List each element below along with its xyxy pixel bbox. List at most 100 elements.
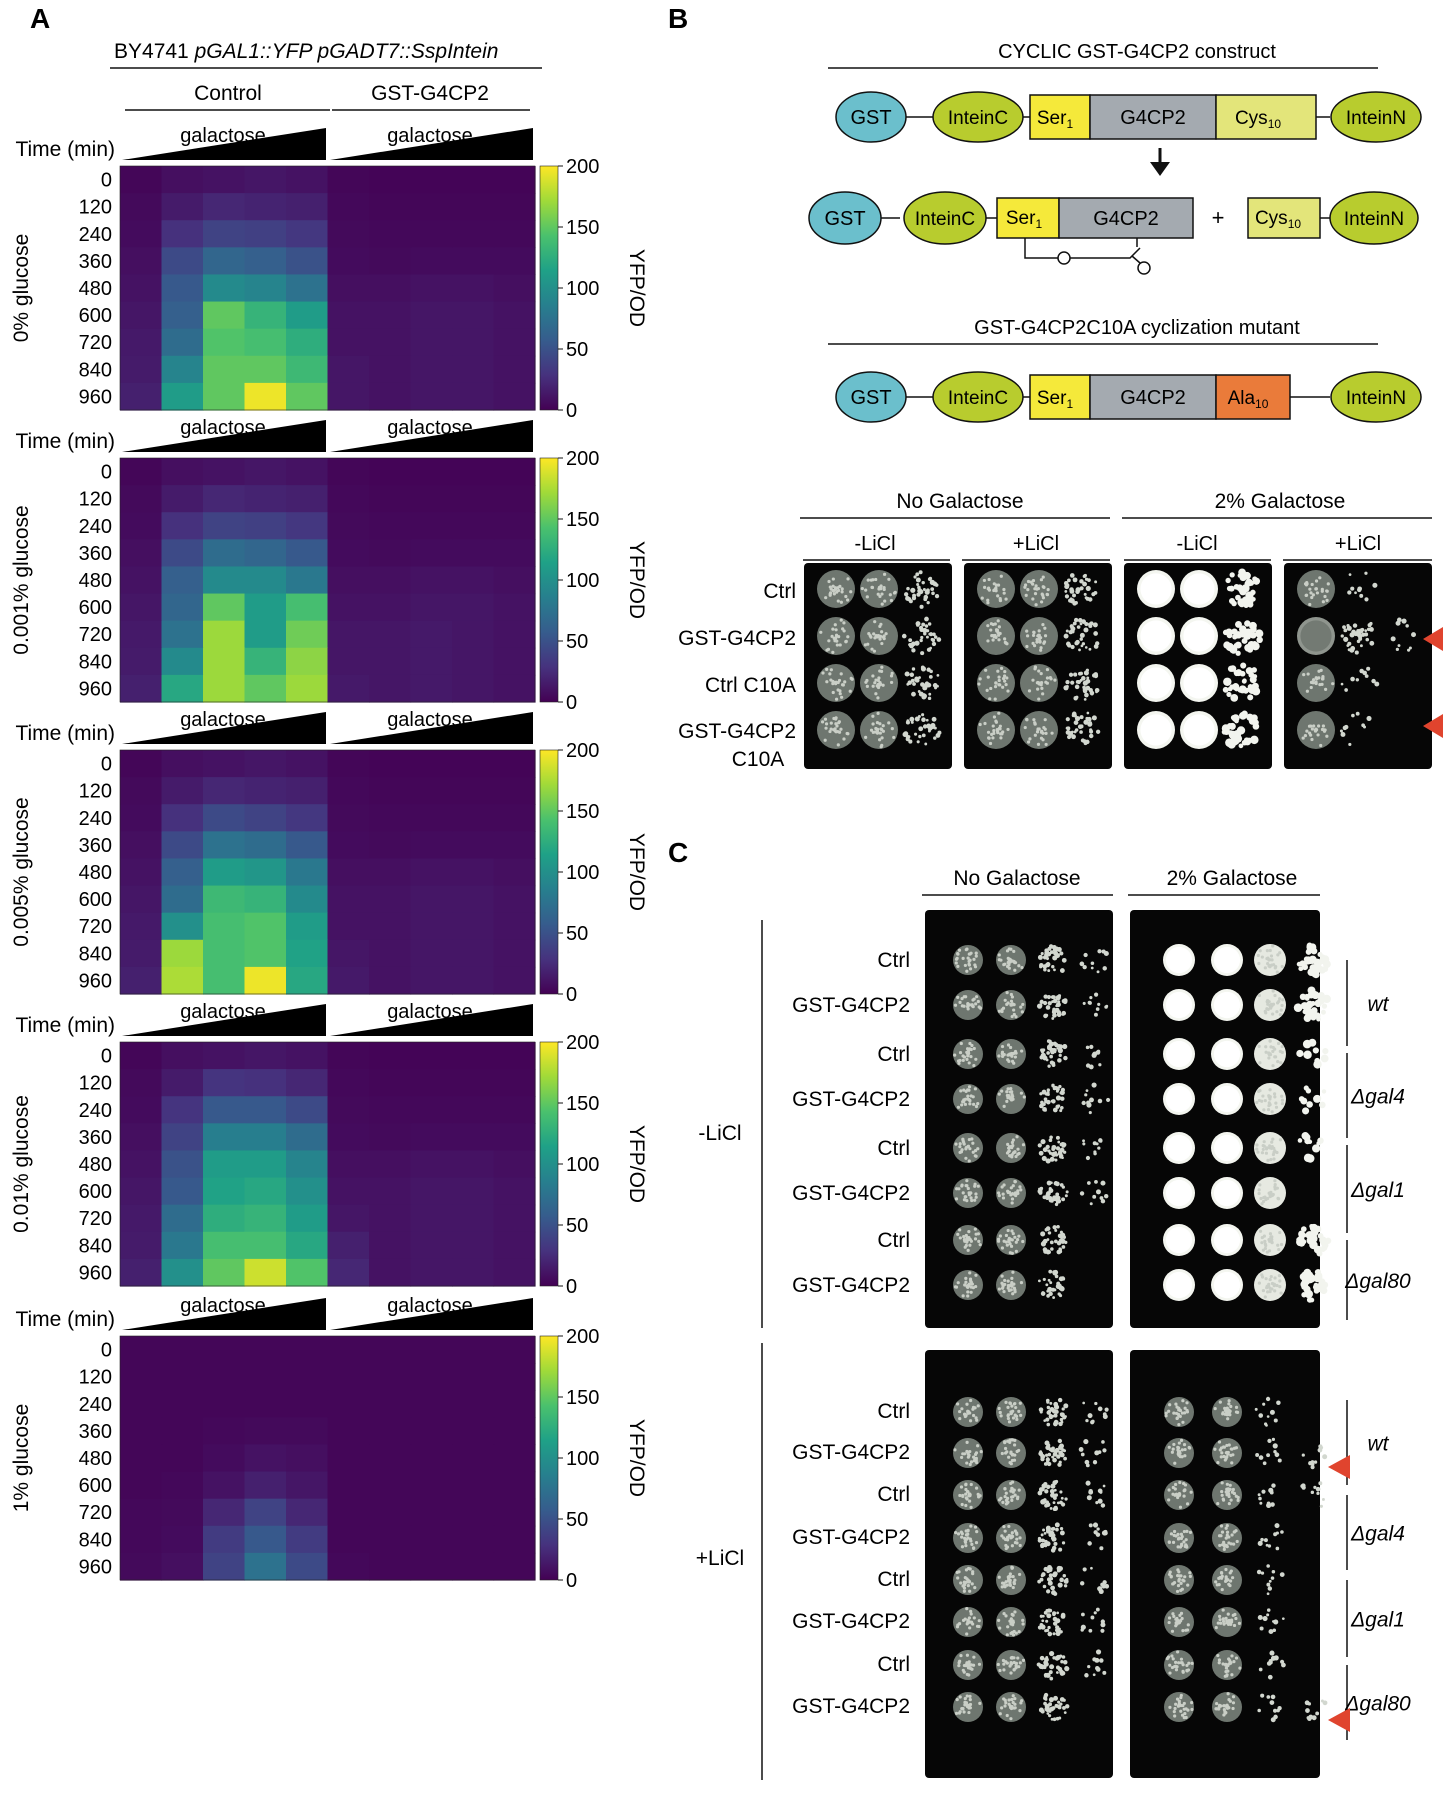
colony [904,671,910,677]
colony [1273,1182,1277,1187]
colony [873,620,877,624]
colony [1012,949,1016,953]
colony [968,1499,972,1503]
colony [869,728,874,732]
colony [1230,715,1237,721]
colony [1272,1443,1278,1449]
colony [1274,1452,1280,1458]
colony [964,1537,969,1541]
colony [1297,1138,1303,1143]
heatmap-cell [203,220,246,248]
colony [936,673,940,677]
heatmap-cell [244,247,287,276]
time-tick: 360 [79,251,112,273]
heatmap-cell [452,1231,495,1260]
colony [1086,711,1090,715]
colony [1052,1195,1057,1201]
colony [1170,1450,1174,1454]
cleavage-arrow-head [1150,162,1170,176]
colony [1269,1157,1273,1162]
colony [829,591,833,595]
colony [968,1702,973,1707]
colony [1168,1671,1172,1675]
colony [958,1145,962,1149]
colony [1100,1619,1105,1624]
colony [1190,1701,1194,1705]
colony [876,711,880,715]
colony [1183,1447,1187,1452]
colony [1226,691,1232,698]
colorbar-tick-label: 200 [566,1326,599,1348]
colorbar-tick-label: 0 [566,1276,577,1298]
colony [1079,1581,1085,1586]
colony [970,1043,974,1048]
colony [1258,1413,1264,1418]
colony [1006,1413,1010,1417]
colony [1234,1494,1238,1498]
colony [1012,1443,1017,1447]
colony [1280,1044,1284,1049]
colony [1079,1191,1085,1196]
colony [1251,682,1259,690]
time-tick: 0 [101,170,112,192]
heatmap-cell [120,858,163,887]
colony [1189,1490,1193,1494]
colony [1188,1571,1192,1575]
colony [973,1456,977,1461]
colony [998,1668,1002,1673]
heatmap-cell [493,1042,536,1070]
colony [1356,639,1361,644]
colony [1004,683,1008,687]
colony [1047,1631,1053,1637]
colony [1018,1572,1022,1577]
colony [1366,715,1372,721]
colony [1047,1231,1052,1235]
colony [1183,1712,1187,1716]
heatmap-cell [493,1498,536,1527]
colony [1268,1579,1272,1583]
heatmap-cell [203,193,246,221]
heatmap-cell [120,1231,163,1260]
colony [1061,1655,1066,1659]
colony [825,667,829,672]
heatmap-cell [120,1150,163,1179]
colony [1053,1695,1058,1701]
heatmap-cell [452,885,495,914]
heatmap-cell [493,939,536,968]
colony [1310,1490,1315,1495]
colony [966,1145,970,1149]
colony [966,1094,970,1098]
heatmap-cell [244,1177,287,1206]
colony [1039,636,1043,640]
heatmap-cell [327,1123,370,1152]
heatmap-cell [327,750,370,778]
colony [1301,1292,1307,1298]
colony [1006,956,1010,961]
colony [1054,1522,1060,1528]
colony [1228,1621,1232,1625]
heatmap-cell [493,1444,536,1473]
heatmap-cell [244,1096,287,1124]
colony [1222,629,1229,636]
galactose-wedge-control [122,420,326,452]
colony [1045,1628,1050,1633]
colony [1000,1706,1004,1710]
colony [1102,1448,1107,1453]
colony [956,1576,960,1580]
heatmap-cell [203,1123,246,1152]
heatmap-cell [286,1231,329,1260]
colony [1043,1532,1047,1535]
colony [1268,958,1272,962]
colony [1071,734,1076,740]
colony [1172,1442,1176,1447]
heatmap-cell [120,328,163,357]
colony [1088,1488,1093,1494]
colony [971,998,975,1002]
colony [1320,682,1324,686]
colony [987,588,992,592]
colony [1042,725,1046,730]
colony [956,1232,960,1236]
time-tick: 840 [79,943,112,965]
colony [1082,574,1087,579]
glucose-condition-label: 1% glucose [10,1404,33,1513]
